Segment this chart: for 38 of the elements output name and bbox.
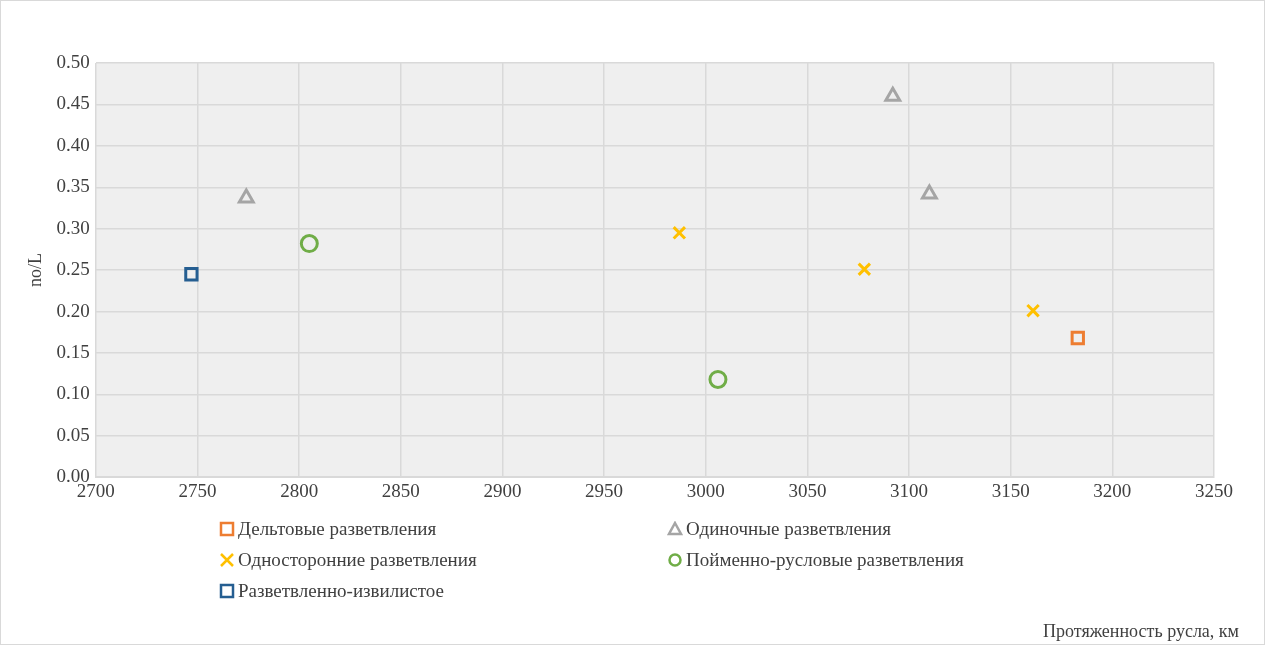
legend-label: Разветвленно-извилистое xyxy=(238,580,445,602)
legend-label: Пойменно-русловые разветвления xyxy=(686,549,964,571)
y-tick-label: 0.40 xyxy=(56,133,90,155)
x-tick-label: 3200 xyxy=(1093,479,1132,501)
x-tick-label: 2750 xyxy=(178,479,217,501)
point xyxy=(857,262,872,277)
y-tick-label: 0.50 xyxy=(56,50,90,72)
legend-label: Дельтовые разветвления xyxy=(238,518,437,540)
x-tick-label: 3100 xyxy=(890,479,929,501)
y-tick-label: 0.35 xyxy=(56,175,90,197)
x-tick-label: 3050 xyxy=(788,479,827,501)
y-tick-label: 0.15 xyxy=(56,340,90,362)
y-tick-label: 0.25 xyxy=(56,258,90,280)
x-tick-label: 3250 xyxy=(1195,479,1233,501)
y-tick-label: 0.10 xyxy=(56,382,90,404)
x-tick-label: 3150 xyxy=(991,479,1030,501)
point xyxy=(920,184,938,200)
y-tick-label: 0.05 xyxy=(56,423,90,445)
point xyxy=(237,188,255,204)
y-tick-label: 0.30 xyxy=(56,216,90,238)
legend-label: Одиночные разветвления xyxy=(686,518,891,540)
point xyxy=(184,267,199,282)
x-tick-label: 2900 xyxy=(483,479,522,501)
x-tick-label: 2850 xyxy=(381,479,420,501)
x-tick-label: 3000 xyxy=(686,479,725,501)
y-axis-title: no/L xyxy=(24,253,45,288)
point xyxy=(299,234,319,254)
y-tick-label: 0.20 xyxy=(56,299,90,321)
point xyxy=(1025,303,1041,318)
point xyxy=(1070,330,1085,346)
y-tick-label: 0.45 xyxy=(56,92,90,114)
point xyxy=(884,86,902,102)
x-tick-label: 2800 xyxy=(280,479,319,501)
text: Протяженность русла, км xyxy=(1043,621,1239,642)
legend-label: Односторонние разветвления xyxy=(238,549,477,571)
point xyxy=(672,225,687,240)
x-tick-label: 2950 xyxy=(585,479,624,501)
point xyxy=(708,369,728,389)
